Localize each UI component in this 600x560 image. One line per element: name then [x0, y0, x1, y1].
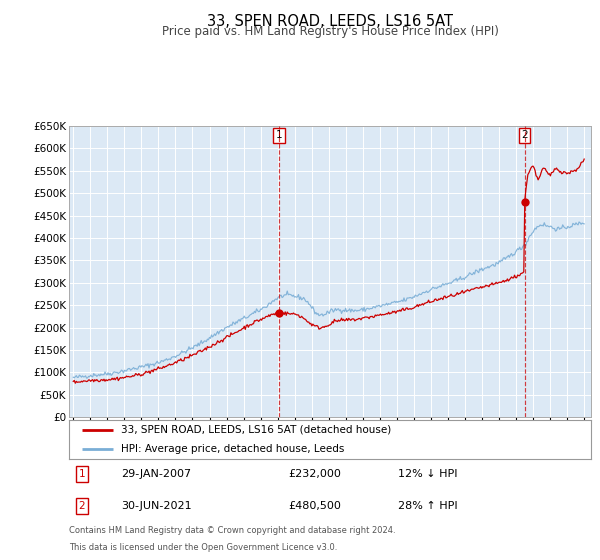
Text: 28% ↑ HPI: 28% ↑ HPI	[398, 501, 457, 511]
Text: 33, SPEN ROAD, LEEDS, LS16 5AT (detached house): 33, SPEN ROAD, LEEDS, LS16 5AT (detached…	[121, 425, 391, 435]
Text: 33, SPEN ROAD, LEEDS, LS16 5AT: 33, SPEN ROAD, LEEDS, LS16 5AT	[207, 14, 453, 29]
Text: 2: 2	[79, 501, 85, 511]
Text: 30-JUN-2021: 30-JUN-2021	[121, 501, 192, 511]
Text: £232,000: £232,000	[288, 469, 341, 479]
Text: This data is licensed under the Open Government Licence v3.0.: This data is licensed under the Open Gov…	[69, 543, 337, 552]
Text: 2: 2	[521, 130, 528, 141]
Text: HPI: Average price, detached house, Leeds: HPI: Average price, detached house, Leed…	[121, 445, 344, 454]
Text: 12% ↓ HPI: 12% ↓ HPI	[398, 469, 457, 479]
Text: Contains HM Land Registry data © Crown copyright and database right 2024.: Contains HM Land Registry data © Crown c…	[69, 526, 395, 535]
Text: 1: 1	[79, 469, 85, 479]
Text: Price paid vs. HM Land Registry's House Price Index (HPI): Price paid vs. HM Land Registry's House …	[161, 25, 499, 38]
Text: £480,500: £480,500	[288, 501, 341, 511]
Text: 29-JAN-2007: 29-JAN-2007	[121, 469, 191, 479]
Text: 1: 1	[275, 130, 283, 141]
